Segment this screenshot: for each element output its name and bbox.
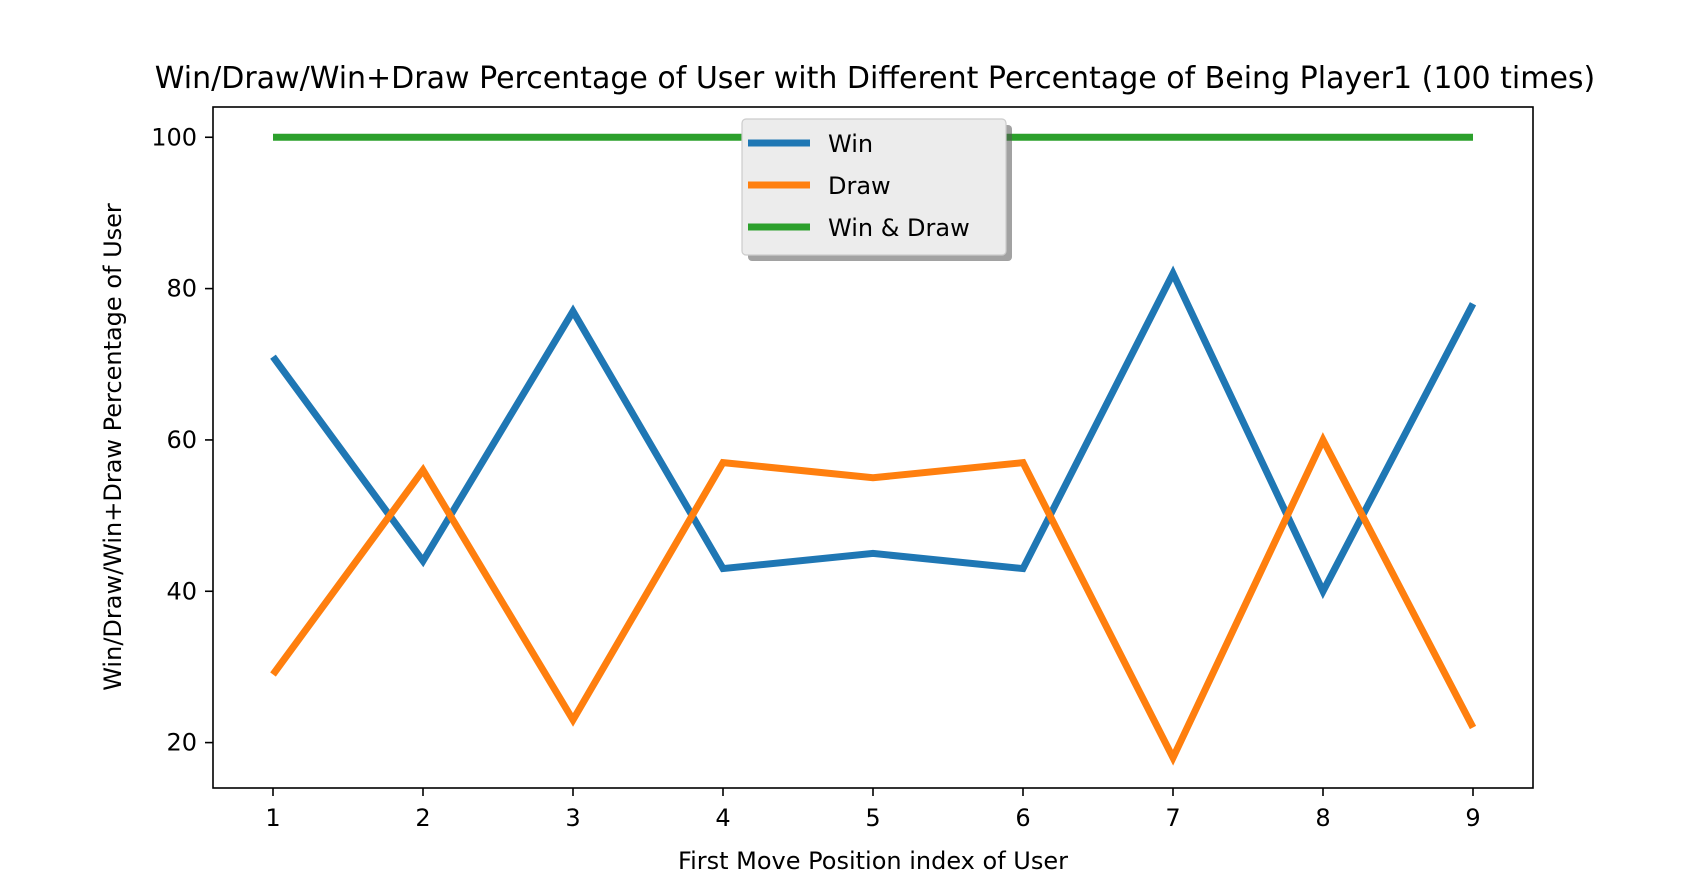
y-tick-label: 80 [166, 275, 197, 303]
x-axis-label: First Move Position index of User [678, 847, 1068, 875]
x-tick-label: 2 [415, 804, 430, 832]
legend-label-win: Win [828, 130, 873, 158]
legend-box [741, 118, 1007, 256]
y-tick-label: 60 [166, 426, 197, 454]
x-tick-label: 7 [1165, 804, 1180, 832]
legend-label-win-draw: Win & Draw [828, 214, 970, 242]
x-axis: 1 2 3 4 5 6 7 8 9 [265, 788, 1481, 832]
x-tick-label: 4 [715, 804, 730, 832]
y-tick-label: 100 [151, 123, 197, 151]
x-tick-label: 9 [1465, 804, 1480, 832]
y-tick-label: 20 [166, 729, 197, 757]
series-line-win [270, 265, 1477, 600]
chart-title: Win/Draw/Win+Draw Percentage of User wit… [155, 61, 1595, 96]
legend-items: Win Draw Win & Draw [748, 130, 970, 242]
series-line-draw [270, 432, 1477, 766]
x-tick-label: 5 [865, 804, 880, 832]
y-axis: 20 40 60 80 100 [151, 123, 213, 757]
legend: Win Draw Win & Draw [741, 118, 1012, 261]
legend-label-draw: Draw [828, 172, 891, 200]
x-tick-label: 8 [1315, 804, 1330, 832]
x-tick-label: 6 [1015, 804, 1030, 832]
y-axis-label: Win/Draw/Win+Draw Percentage of User [99, 203, 127, 691]
x-tick-label: 1 [265, 804, 280, 832]
y-tick-label: 40 [166, 577, 197, 605]
x-tick-label: 3 [565, 804, 580, 832]
